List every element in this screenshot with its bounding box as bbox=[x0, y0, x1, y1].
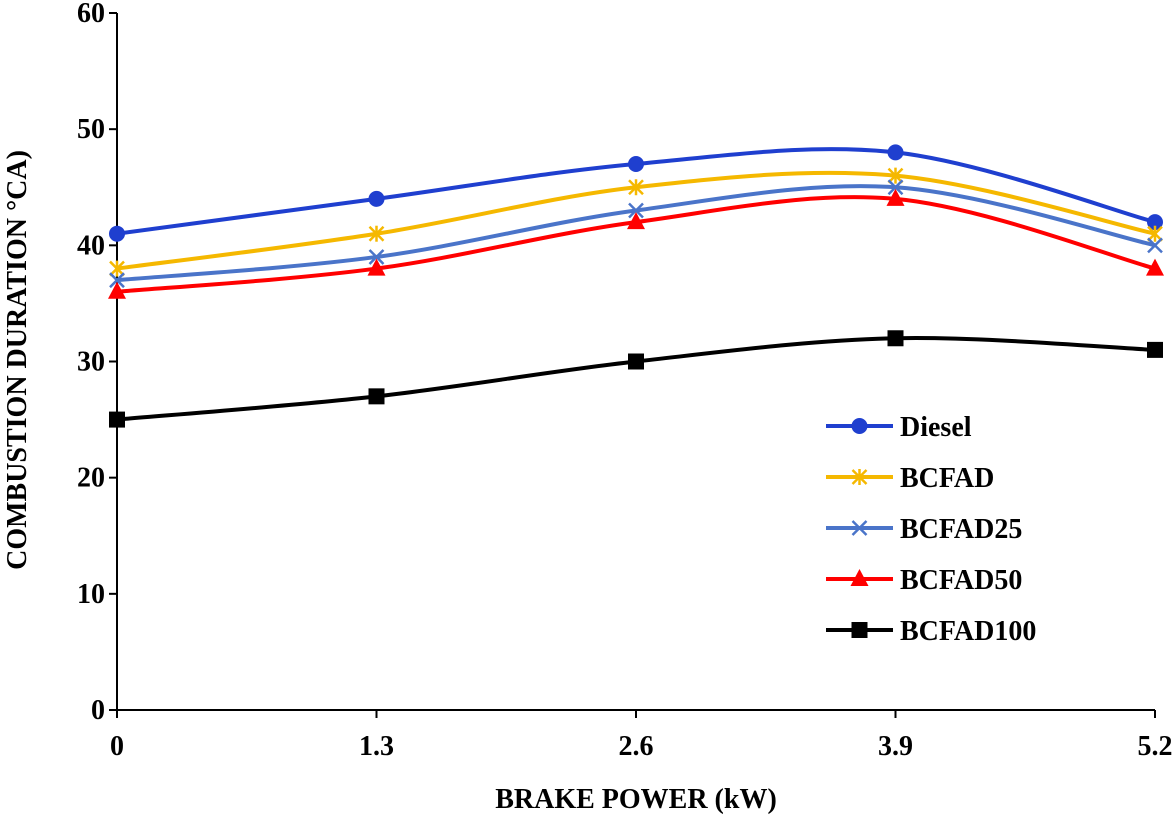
legend-marker bbox=[851, 520, 868, 536]
data-point bbox=[628, 156, 644, 173]
x-tick-label: 5.2 bbox=[1138, 731, 1173, 762]
series-layer bbox=[108, 144, 1164, 428]
data-point bbox=[887, 167, 904, 184]
series-bcfad100 bbox=[109, 330, 1163, 428]
legend-item: Diesel bbox=[826, 412, 972, 443]
data-point bbox=[109, 260, 125, 277]
y-tick-label: 30 bbox=[77, 347, 105, 378]
series-diesel bbox=[109, 144, 1163, 242]
data-point bbox=[109, 272, 125, 289]
x-tick-label: 1.3 bbox=[359, 731, 394, 762]
series-line bbox=[116, 184, 1156, 283]
y-tick-label: 10 bbox=[77, 579, 105, 610]
data-point bbox=[1146, 258, 1164, 276]
x-axis: 0 1.3 2.6 3.9 5.2 bbox=[110, 709, 1173, 762]
data-point bbox=[109, 411, 125, 428]
y-tick-label: 40 bbox=[77, 230, 105, 261]
legend-label: BCFAD bbox=[900, 463, 994, 494]
data-point bbox=[887, 144, 904, 161]
data-point bbox=[1147, 341, 1163, 358]
y-tick-label: 20 bbox=[77, 463, 105, 494]
data-point bbox=[368, 190, 385, 207]
y-axis-label: COMBUSTION DURATION °CA) bbox=[2, 150, 33, 570]
data-point bbox=[628, 179, 644, 196]
x-tick-label: 3.9 bbox=[878, 731, 913, 762]
legend-marker bbox=[851, 622, 868, 638]
y-tick-label: 0 bbox=[91, 695, 105, 726]
data-point bbox=[887, 179, 904, 196]
data-point bbox=[1147, 225, 1163, 242]
series-bcfad50 bbox=[108, 188, 1164, 299]
data-point bbox=[628, 353, 644, 370]
legend-label: BCFAD25 bbox=[900, 514, 1022, 545]
y-tick-label: 60 bbox=[77, 0, 105, 29]
data-point bbox=[886, 188, 905, 206]
data-point bbox=[1147, 214, 1163, 231]
data-point bbox=[368, 388, 385, 405]
legend-label: Diesel bbox=[900, 412, 972, 443]
y-tick-label: 50 bbox=[77, 114, 105, 145]
data-point bbox=[109, 225, 125, 242]
x-axis-label: BRAKE POWER (kW) bbox=[495, 784, 777, 815]
data-point bbox=[627, 212, 645, 230]
data-point bbox=[628, 202, 644, 219]
data-point bbox=[368, 249, 385, 265]
series-line bbox=[116, 336, 1156, 422]
x-tick-label: 0 bbox=[110, 731, 124, 762]
legend-item: BCFAD bbox=[826, 463, 994, 494]
series-bcfad25 bbox=[109, 179, 1163, 289]
data-point bbox=[368, 225, 385, 242]
data-point bbox=[887, 330, 904, 347]
legend-marker bbox=[851, 469, 868, 485]
legend-marker bbox=[851, 418, 868, 434]
legend-label: BCFAD50 bbox=[900, 565, 1022, 596]
legend-item: BCFAD25 bbox=[826, 514, 1022, 545]
data-point bbox=[1147, 237, 1163, 254]
series-bcfad bbox=[109, 167, 1163, 277]
y-axis: 0 10 20 30 40 50 60 bbox=[77, 0, 118, 726]
legend-item: BCFAD50 bbox=[826, 565, 1022, 596]
legend-label: BCFAD100 bbox=[900, 616, 1036, 647]
legend-item: BCFAD100 bbox=[826, 616, 1036, 647]
x-tick-label: 2.6 bbox=[619, 731, 654, 762]
data-point bbox=[108, 281, 126, 299]
data-point bbox=[367, 258, 386, 276]
legend: Diesel BCFAD BCFAD25 BCFAD50 BCFAD100 bbox=[826, 412, 1036, 647]
legend-marker bbox=[850, 569, 869, 586]
